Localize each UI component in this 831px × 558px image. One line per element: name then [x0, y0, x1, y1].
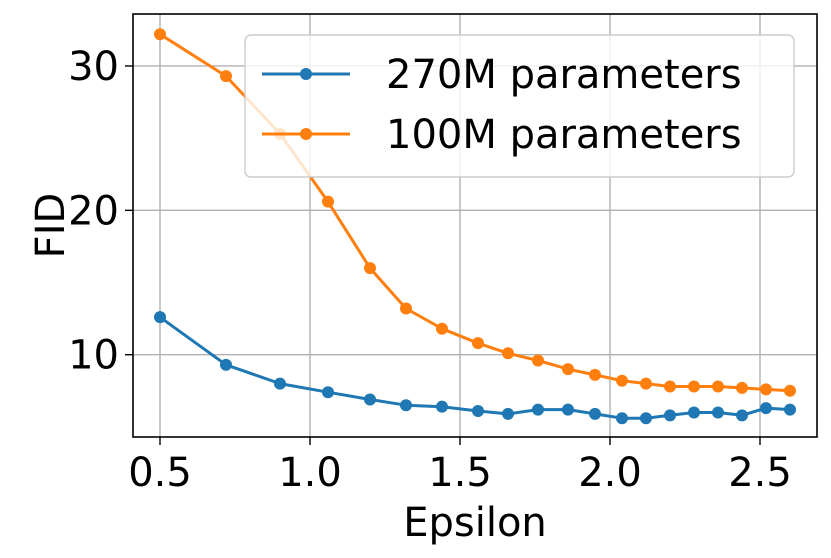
- data-point: [364, 393, 376, 406]
- data-point: [322, 386, 334, 399]
- legend-marker: [300, 128, 312, 140]
- data-point: [784, 403, 796, 416]
- legend-marker: [300, 68, 312, 80]
- data-point: [736, 381, 748, 394]
- data-point: [400, 399, 412, 412]
- legend-label: 100M parameters: [386, 112, 742, 158]
- data-point: [532, 403, 544, 416]
- data-point: [154, 311, 166, 324]
- data-point: [688, 380, 700, 393]
- data-point: [760, 383, 772, 396]
- data-point: [640, 377, 652, 390]
- y-tick-label: 30: [68, 44, 119, 90]
- y-axis-label: FID: [28, 193, 74, 259]
- data-point: [712, 380, 724, 393]
- legend: 270M parameters 100M parameters: [244, 34, 795, 178]
- data-point: [664, 380, 676, 393]
- data-point: [154, 28, 166, 41]
- data-point: [562, 403, 574, 416]
- data-point: [640, 412, 652, 425]
- x-tick-label: 2.5: [728, 450, 792, 496]
- data-point: [688, 406, 700, 419]
- data-point: [436, 400, 448, 413]
- data-point: [532, 354, 544, 367]
- data-point: [436, 322, 448, 335]
- data-point: [736, 409, 748, 422]
- x-tick-label: 1.0: [278, 450, 342, 496]
- x-axis-label: Epsilon: [403, 500, 547, 546]
- data-point: [712, 406, 724, 419]
- data-point: [220, 70, 232, 83]
- series-layer: [154, 28, 796, 425]
- data-point: [400, 302, 412, 315]
- data-point: [364, 262, 376, 275]
- data-point: [220, 358, 232, 371]
- data-point: [322, 195, 334, 208]
- y-tick-label: 20: [68, 188, 119, 234]
- y-tick-label: 10: [68, 333, 119, 379]
- data-point: [784, 384, 796, 397]
- legend-item: 270M parameters: [262, 52, 742, 98]
- data-point: [274, 377, 286, 390]
- plot-frame: [132, 13, 818, 438]
- axis-ticks: 0.5 1.0 1.5 2.0 2.5 10 20 30: [68, 44, 792, 496]
- data-point: [472, 337, 484, 350]
- legend-item: 100M parameters: [262, 112, 742, 158]
- data-point: [616, 374, 628, 387]
- x-tick-label: 2.0: [578, 450, 642, 496]
- data-point: [616, 412, 628, 425]
- legend-label: 270M parameters: [386, 52, 742, 98]
- data-point: [664, 409, 676, 422]
- x-tick-label: 0.5: [128, 450, 192, 496]
- x-tick-label: 1.5: [428, 450, 492, 496]
- data-point: [502, 347, 514, 360]
- data-point: [589, 368, 601, 381]
- data-point: [562, 363, 574, 376]
- data-point: [589, 407, 601, 420]
- data-point: [760, 402, 772, 415]
- data-point: [472, 405, 484, 418]
- data-point: [502, 407, 514, 420]
- legend-box: [244, 34, 795, 178]
- series-0: [154, 311, 796, 425]
